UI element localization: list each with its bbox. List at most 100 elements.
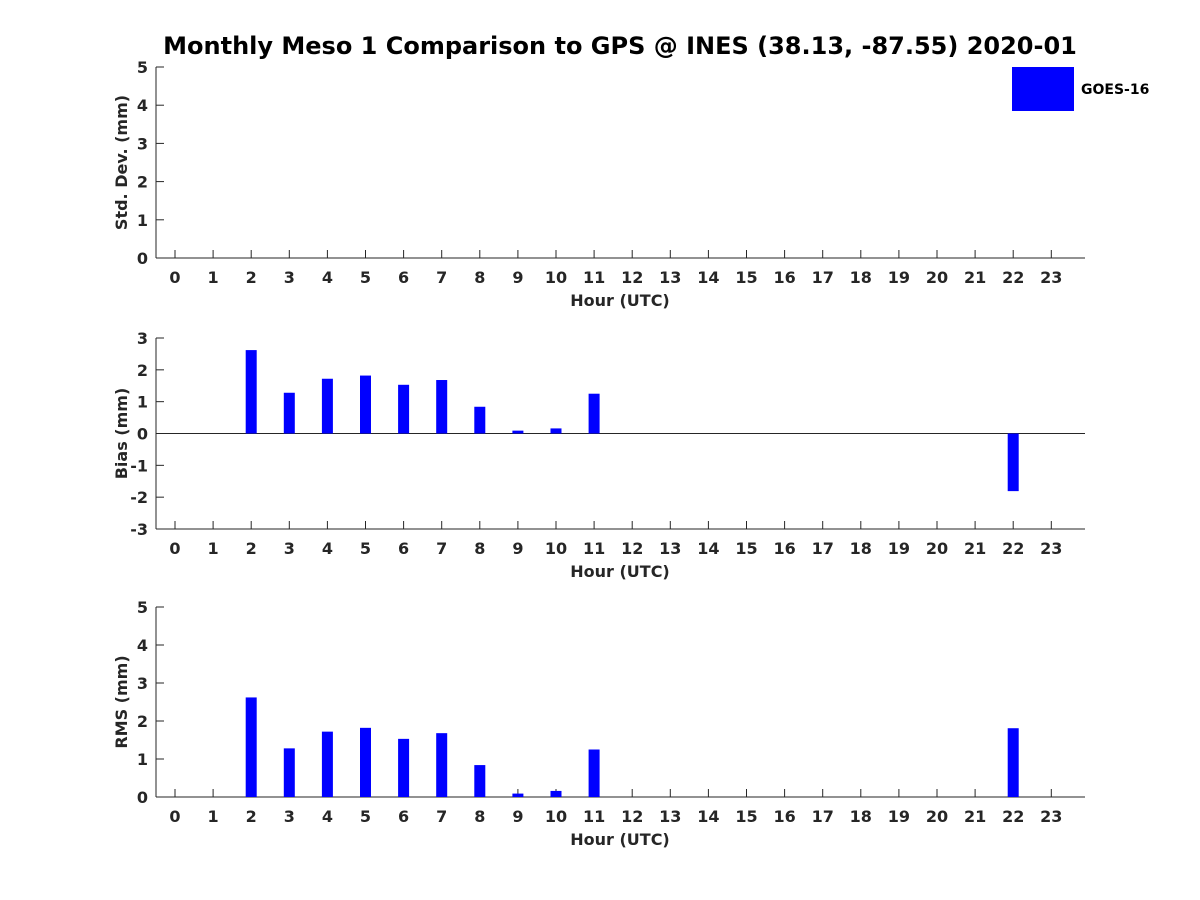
legend-swatch	[1012, 67, 1074, 111]
x-tick-label: 5	[360, 268, 371, 287]
bar-hour-9	[512, 430, 524, 434]
x-tick-label: 14	[697, 539, 719, 558]
x-tick-label: 12	[621, 539, 643, 558]
y-axis-label: Std. Dev. (mm)	[112, 95, 131, 230]
x-tick-label: 2	[246, 807, 257, 826]
x-tick-label: 20	[926, 539, 948, 558]
y-tick-label: 0	[137, 788, 148, 807]
legend-label: GOES-16	[1081, 82, 1149, 98]
x-tick-label: 4	[322, 268, 333, 287]
x-tick-label: 8	[474, 268, 485, 287]
x-tick-label: 8	[474, 807, 485, 826]
bar-hour-7	[436, 380, 448, 434]
x-tick-label: 1	[208, 807, 219, 826]
x-tick-label: 9	[512, 268, 523, 287]
y-axis-label: Bias (mm)	[112, 388, 131, 480]
x-tick-label: 4	[322, 539, 333, 558]
bar-hour-3	[283, 392, 295, 434]
bar-hour-2	[245, 350, 257, 434]
x-tick-label: 13	[659, 268, 681, 287]
y-tick-label: 5	[137, 598, 148, 617]
x-tick-label: 6	[398, 807, 409, 826]
bar-hour-8	[474, 765, 486, 797]
x-tick-label: 19	[888, 539, 910, 558]
y-tick-label: 4	[137, 96, 148, 115]
y-tick-label: 1	[137, 393, 148, 412]
x-tick-label: 15	[735, 539, 757, 558]
bar-hour-22	[1007, 728, 1019, 797]
x-tick-label: 21	[964, 807, 986, 826]
x-tick-label: 23	[1040, 807, 1062, 826]
x-tick-label: 13	[659, 807, 681, 826]
bar-hour-10	[550, 428, 562, 434]
x-tick-label: 22	[1002, 268, 1024, 287]
bar-hour-11	[588, 749, 600, 797]
x-tick-label: 12	[621, 268, 643, 287]
x-tick-label: 10	[545, 807, 567, 826]
y-tick-label: 4	[137, 636, 148, 655]
legend: GOES-16	[1012, 67, 1149, 111]
x-tick-label: 17	[812, 268, 834, 287]
bar-hour-4	[321, 731, 333, 797]
x-tick-label: 15	[735, 807, 757, 826]
y-tick-label: -1	[130, 456, 148, 475]
x-tick-label: 22	[1002, 539, 1024, 558]
y-axis-label: RMS (mm)	[112, 655, 131, 748]
x-tick-label: 3	[284, 268, 295, 287]
y-tick-label: 3	[137, 134, 148, 153]
bar-hour-3	[283, 748, 295, 797]
y-tick-label: 2	[137, 361, 148, 380]
y-tick-label: -2	[130, 488, 148, 507]
x-tick-label: 23	[1040, 539, 1062, 558]
x-tick-label: 21	[964, 268, 986, 287]
x-tick-label: 18	[850, 539, 872, 558]
x-tick-label: 4	[322, 807, 333, 826]
bar-hour-2	[245, 697, 257, 797]
x-tick-label: 5	[360, 539, 371, 558]
bar-hour-8	[474, 406, 486, 434]
x-tick-label: 13	[659, 539, 681, 558]
x-tick-label: 11	[583, 539, 605, 558]
x-tick-label: 8	[474, 539, 485, 558]
bar-hour-22	[1007, 433, 1019, 492]
y-tick-label: 0	[137, 425, 148, 444]
x-tick-label: 11	[583, 268, 605, 287]
x-tick-label: 1	[208, 539, 219, 558]
x-tick-label: 3	[284, 807, 295, 826]
x-tick-label: 2	[246, 539, 257, 558]
x-tick-label: 23	[1040, 268, 1062, 287]
x-tick-label: 21	[964, 539, 986, 558]
bar-hour-7	[436, 733, 448, 797]
x-tick-label: 7	[436, 807, 447, 826]
bar-hour-4	[321, 378, 333, 434]
y-tick-label: 2	[137, 712, 148, 731]
x-tick-label: 0	[169, 268, 180, 287]
x-tick-label: 14	[697, 807, 719, 826]
x-tick-label: 22	[1002, 807, 1024, 826]
x-tick-label: 15	[735, 268, 757, 287]
x-tick-label: 10	[545, 268, 567, 287]
x-tick-label: 5	[360, 807, 371, 826]
bar-hour-6	[398, 738, 410, 797]
y-tick-label: 3	[137, 674, 148, 693]
x-tick-label: 1	[208, 268, 219, 287]
x-tick-label: 17	[812, 539, 834, 558]
x-tick-label: 6	[398, 539, 409, 558]
y-tick-label: 3	[137, 329, 148, 348]
x-tick-label: 0	[169, 539, 180, 558]
x-tick-label: 7	[436, 539, 447, 558]
x-axis-label: Hour (UTC)	[570, 291, 670, 310]
y-tick-label: 0	[137, 249, 148, 268]
bar-hour-5	[360, 375, 371, 434]
chart-title: Monthly Meso 1 Comparison to GPS @ INES …	[163, 32, 1077, 60]
bar-hour-5	[360, 727, 371, 797]
x-tick-label: 20	[926, 268, 948, 287]
bar-hour-11	[588, 393, 600, 434]
x-tick-label: 6	[398, 268, 409, 287]
bar-hour-10	[550, 790, 562, 797]
y-tick-label: 2	[137, 173, 148, 192]
x-tick-label: 19	[888, 268, 910, 287]
